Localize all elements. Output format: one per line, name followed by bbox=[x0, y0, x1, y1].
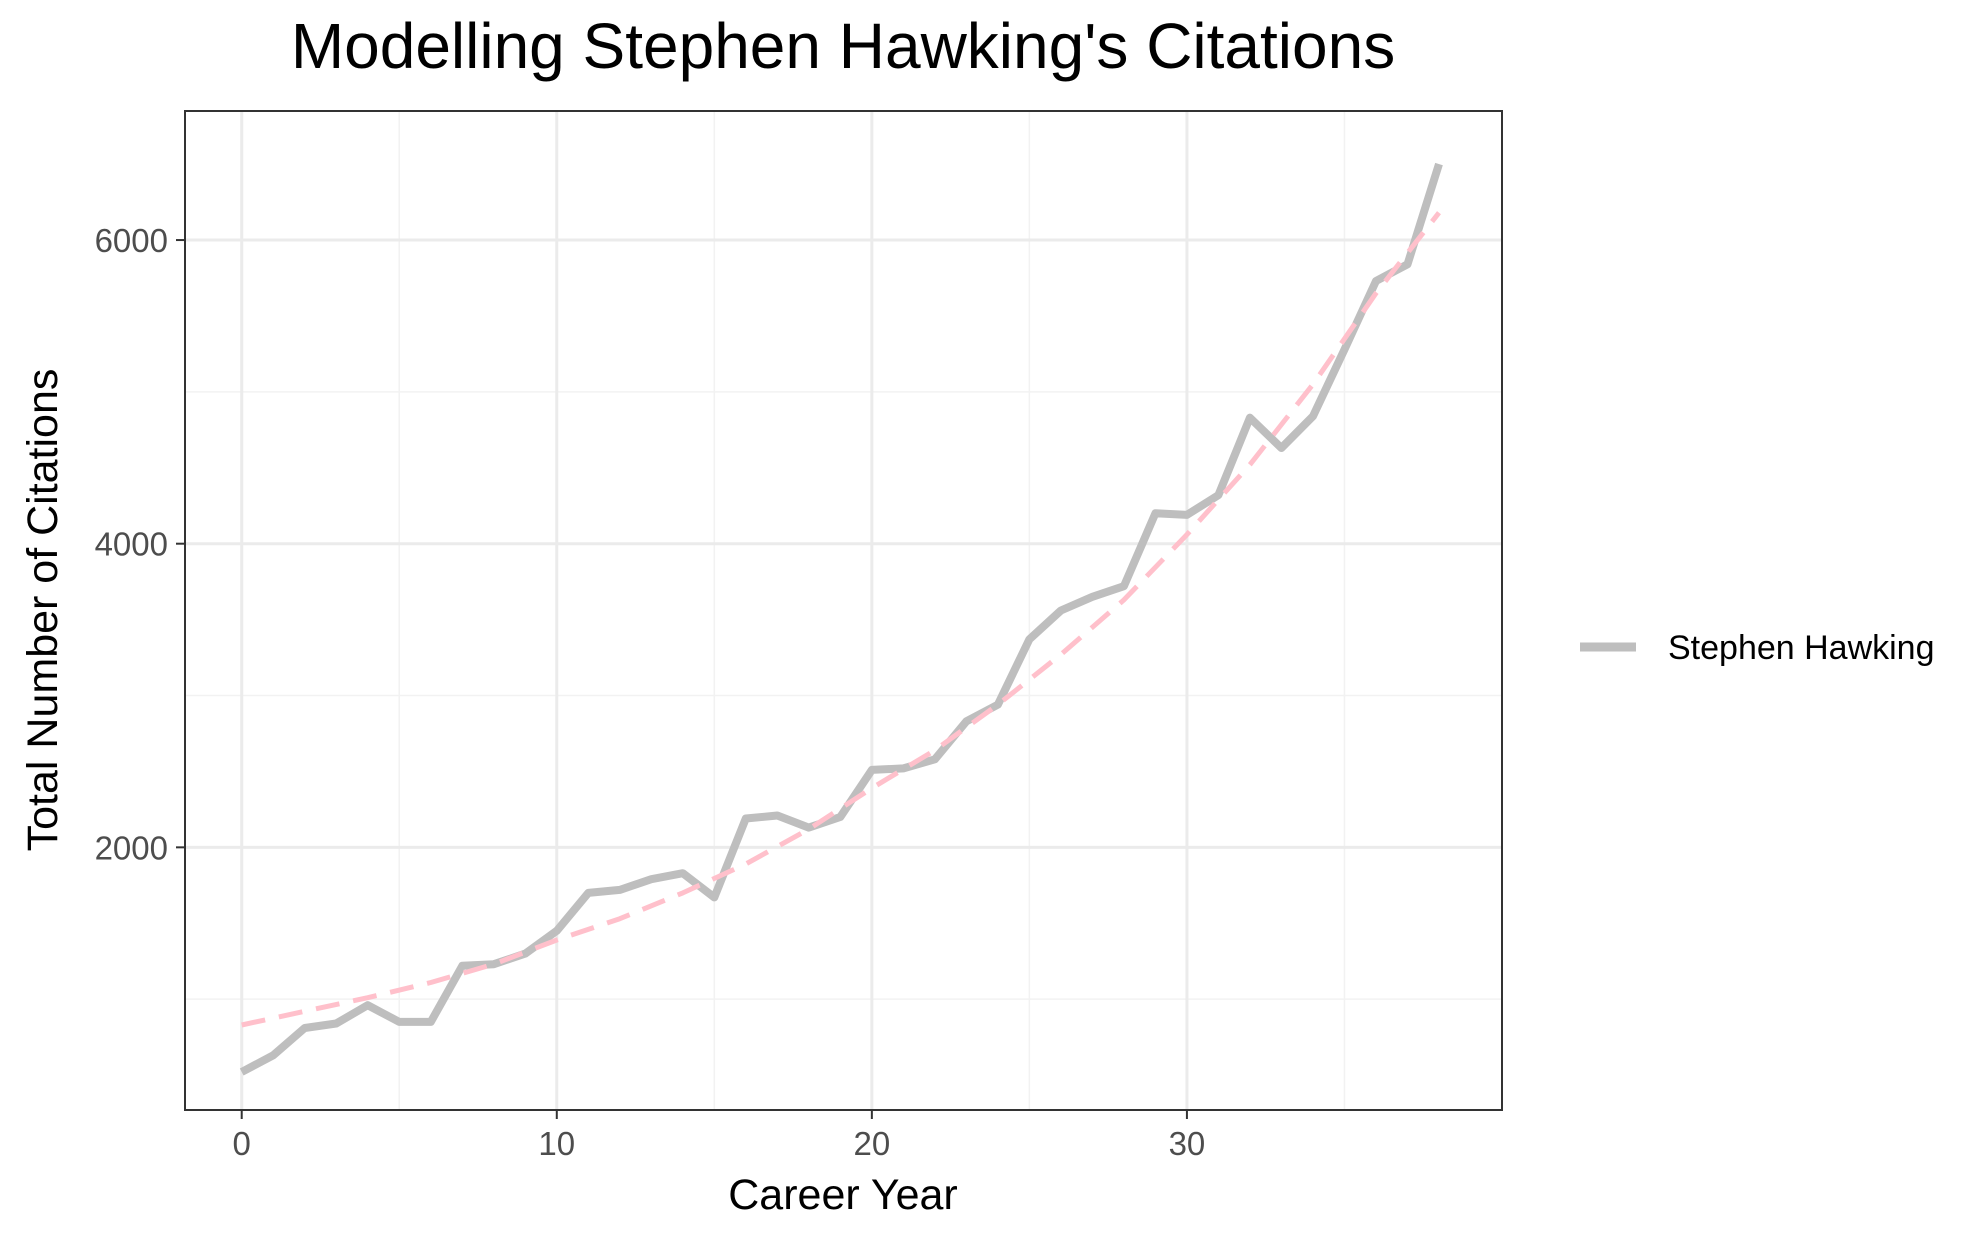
minor-gridlines bbox=[185, 111, 1502, 1110]
y-axis-title: Total Number of Citations bbox=[19, 369, 67, 852]
trend-line bbox=[241, 211, 1441, 1028]
legend-label-stephen-hawking: Stephen Hawking bbox=[1668, 629, 1935, 667]
plot-panel-border bbox=[184, 110, 1503, 1111]
legend: Stephen Hawking bbox=[1580, 629, 1935, 667]
x-tick-label: 0 bbox=[233, 1125, 251, 1162]
x-tick-label: 20 bbox=[853, 1125, 890, 1162]
y-tick-label: 6000 bbox=[95, 222, 168, 259]
x-tick-label: 10 bbox=[538, 1125, 575, 1162]
x-axis: 0 10 20 30 bbox=[233, 1110, 1206, 1162]
major-gridlines bbox=[185, 111, 1502, 1110]
x-tick-label: 30 bbox=[1169, 1125, 1206, 1162]
x-axis-title: Career Year bbox=[728, 1171, 958, 1219]
series-line-stephen-hawking bbox=[239, 162, 1443, 1076]
y-tick-label: 4000 bbox=[95, 526, 168, 563]
series-lines bbox=[239, 162, 1443, 1076]
y-tick-label: 2000 bbox=[95, 829, 168, 866]
y-axis: 2000 4000 6000 bbox=[95, 222, 185, 866]
chart-title: Modelling Stephen Hawking's Citations bbox=[291, 10, 1395, 82]
